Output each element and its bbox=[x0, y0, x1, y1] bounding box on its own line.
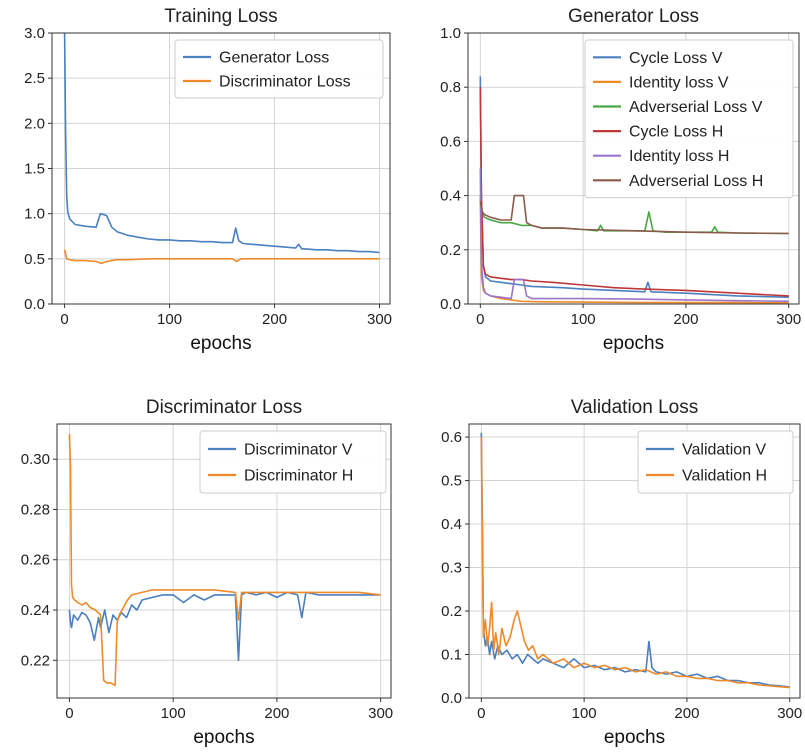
x-axis-label: epochs bbox=[603, 333, 664, 354]
chart-title: Validation Loss bbox=[571, 397, 698, 418]
y-tick-label: 0.26 bbox=[21, 552, 50, 569]
x-tick-label: 0 bbox=[477, 705, 485, 722]
y-tick-label: 0.22 bbox=[21, 652, 50, 669]
legend-label: Generator Loss bbox=[219, 50, 329, 67]
y-tick-label: 0.6 bbox=[440, 133, 461, 150]
y-tick-label: 1.0 bbox=[24, 206, 45, 223]
x-axis-label: epochs bbox=[193, 727, 254, 748]
x-tick-label: 300 bbox=[777, 705, 802, 722]
x-tick-label: 0 bbox=[65, 705, 73, 722]
legend: Validation V Validation H bbox=[637, 430, 794, 494]
legend: Cycle Loss V Identity loss V Adverserial L… bbox=[584, 39, 794, 199]
y-tick-label: 0.6 bbox=[441, 429, 462, 446]
legend-label: Adverserial Loss H bbox=[629, 173, 763, 190]
x-tick-label: 300 bbox=[367, 311, 392, 328]
x-tick-label: 100 bbox=[571, 311, 596, 328]
x-tick-label: 300 bbox=[368, 705, 393, 722]
legend-box bbox=[637, 430, 794, 494]
legend-label: Discriminator Loss bbox=[219, 74, 351, 91]
y-tick-label: 0.8 bbox=[440, 79, 461, 96]
y-tick-label: 0.4 bbox=[441, 516, 462, 533]
y-tick-label: 0.30 bbox=[21, 451, 50, 468]
y-tick-label: 0.2 bbox=[440, 242, 461, 259]
legend-label: Identity loss H bbox=[629, 148, 729, 165]
y-tick-label: 0.0 bbox=[441, 690, 462, 707]
x-tick-label: 200 bbox=[673, 311, 698, 328]
plot-frame bbox=[468, 423, 801, 699]
y-tick-label: 0.1 bbox=[441, 647, 462, 664]
x-axis-label: epochs bbox=[190, 333, 251, 354]
chart-panel-3: 0 100 200 300 0.22 0.24 0.26 0.28 0.30 Discrimina… bbox=[21, 397, 393, 748]
y-tick-label: 0.24 bbox=[21, 602, 50, 619]
series-line-discriminator-h bbox=[68, 434, 381, 687]
legend-label: Discriminator V bbox=[244, 442, 353, 459]
y-tick-label: 0.5 bbox=[441, 473, 462, 490]
y-tick-label: 1.0 bbox=[440, 25, 461, 42]
chart-title: Generator Loss bbox=[568, 6, 699, 27]
series-line-adverserial-loss-h bbox=[479, 194, 789, 235]
legend-box bbox=[174, 39, 384, 99]
series-line-validation-h bbox=[480, 436, 790, 689]
series-line-cycle-loss-v bbox=[479, 76, 789, 298]
legend-label: Cycle Loss H bbox=[629, 124, 723, 141]
series-group bbox=[63, 33, 380, 265]
x-axis-label: epochs bbox=[604, 727, 665, 748]
y-tick-label: 0.0 bbox=[440, 296, 461, 313]
x-tick-label: 0 bbox=[60, 311, 68, 328]
series-group bbox=[479, 76, 789, 304]
legend-label: Validation H bbox=[682, 468, 767, 485]
y-tick-label: 0.0 bbox=[24, 296, 45, 313]
legend-box bbox=[199, 430, 387, 494]
x-tick-label: 0 bbox=[476, 311, 484, 328]
x-tick-label: 100 bbox=[157, 311, 182, 328]
y-tick-label: 0.3 bbox=[441, 560, 462, 577]
chart-title: Training Loss bbox=[164, 6, 277, 27]
y-tick-label: 2.0 bbox=[24, 115, 45, 132]
series-line-identity-loss-v bbox=[479, 195, 789, 304]
plot-frame bbox=[56, 423, 392, 699]
plot-frame bbox=[467, 32, 800, 305]
chart-panel-2: 0 100 200 300 0.0 0.2 0.4 0.6 0.8 1.0 Generator Lo… bbox=[440, 6, 801, 354]
series-group bbox=[68, 434, 381, 687]
series-line-validation-v bbox=[480, 432, 790, 688]
x-tick-label: 200 bbox=[264, 705, 289, 722]
legend: Generator Loss Discriminator Loss bbox=[174, 39, 384, 99]
series-line-discriminator-loss bbox=[63, 249, 380, 265]
series-group bbox=[480, 432, 790, 689]
chart-panel-4: 0 100 200 300 0.0 0.1 0.2 0.3 0.4 0.5 0.6 Validatio… bbox=[441, 397, 802, 748]
x-tick-label: 100 bbox=[161, 705, 186, 722]
legend-label: Adverserial Loss V bbox=[629, 99, 763, 116]
y-tick-label: 0.28 bbox=[21, 501, 50, 518]
series-line-identity-loss-h bbox=[479, 168, 789, 303]
legend-label: Cycle Loss V bbox=[629, 50, 723, 67]
y-tick-label: 0.2 bbox=[441, 603, 462, 620]
chart-title: Discriminator Loss bbox=[146, 397, 302, 418]
legend-label: Identity loss V bbox=[629, 74, 729, 91]
y-tick-label: 1.5 bbox=[24, 161, 45, 178]
y-tick-label: 0.5 bbox=[24, 251, 45, 268]
x-tick-label: 300 bbox=[776, 311, 801, 328]
y-tick-label: 3.0 bbox=[24, 25, 45, 42]
legend-label: Discriminator H bbox=[244, 468, 353, 485]
series-line-generator-loss bbox=[63, 33, 380, 254]
x-tick-label: 200 bbox=[262, 311, 287, 328]
y-tick-label: 0.4 bbox=[440, 188, 461, 205]
legend: Discriminator V Discriminator H bbox=[199, 430, 387, 494]
y-tick-label: 2.5 bbox=[24, 70, 45, 87]
legend-box bbox=[584, 39, 794, 199]
legend-label: Validation V bbox=[682, 442, 767, 459]
series-line-cycle-loss-h bbox=[479, 87, 789, 297]
x-tick-label: 200 bbox=[674, 705, 699, 722]
chart-panel-1: 0 100 200 300 0.0 0.5 1.0 1.5 2.0 2.5 3.0 Training … bbox=[24, 6, 392, 354]
x-tick-label: 100 bbox=[572, 705, 597, 722]
